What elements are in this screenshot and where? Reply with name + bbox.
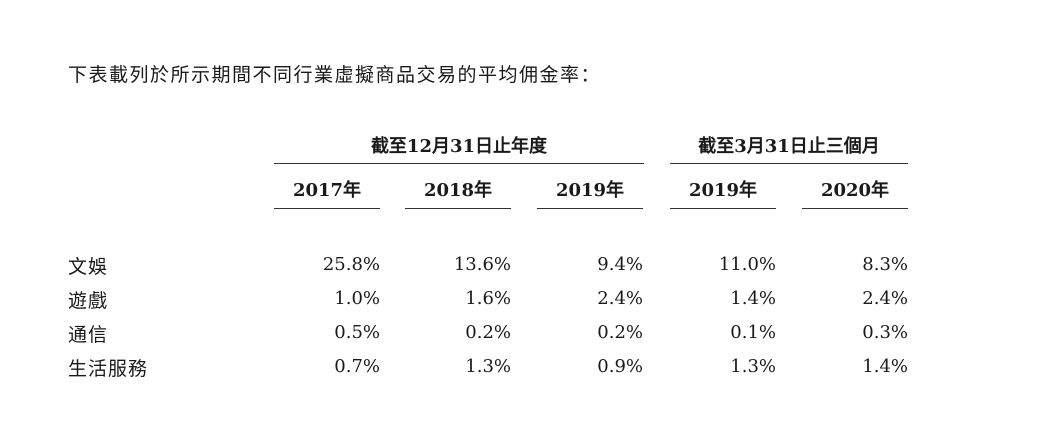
table-cell: 0.5% (334, 322, 380, 343)
group-header-three-months: 截至3月31日止三個月 (670, 132, 908, 164)
table-cell: 0.9% (597, 356, 643, 377)
table-cell: 1.3% (730, 356, 776, 377)
table-cell: 9.4% (597, 254, 643, 275)
table-cell: 0.3% (862, 322, 908, 343)
table-cell: 1.0% (334, 288, 380, 309)
table-cell: 0.7% (334, 356, 380, 377)
row-label-games: 遊戲 (68, 290, 109, 312)
table-cell: 1.6% (465, 288, 511, 309)
column-header-2019-year: 2019年 (537, 176, 643, 209)
intro-text: 下表載列於所示期間不同行業虛擬商品交易的平均佣金率： (68, 64, 602, 86)
column-header-2019-q1: 2019年 (670, 176, 776, 209)
table-cell: 13.6% (453, 254, 511, 275)
table-cell: 0.2% (597, 322, 643, 343)
row-label-life-services: 生活服務 (68, 358, 149, 380)
table-cell: 1.4% (862, 356, 908, 377)
table-cell: 11.0% (718, 254, 776, 275)
group-header-year-ended: 截至12月31日止年度 (274, 132, 644, 164)
row-label-entertainment: 文娛 (68, 256, 109, 278)
table-cell: 25.8% (322, 254, 380, 275)
table-cell: 0.2% (465, 322, 511, 343)
row-label-telecom: 通信 (68, 324, 109, 346)
table-cell: 2.4% (597, 288, 643, 309)
column-header-2020-q1: 2020年 (802, 176, 908, 209)
table-cell: 0.1% (730, 322, 776, 343)
table-cell: 2.4% (862, 288, 908, 309)
table-cell: 1.4% (730, 288, 776, 309)
column-header-2018: 2018年 (405, 176, 511, 209)
column-header-2017: 2017年 (274, 176, 380, 209)
table-cell: 1.3% (465, 356, 511, 377)
table-cell: 8.3% (862, 254, 908, 275)
